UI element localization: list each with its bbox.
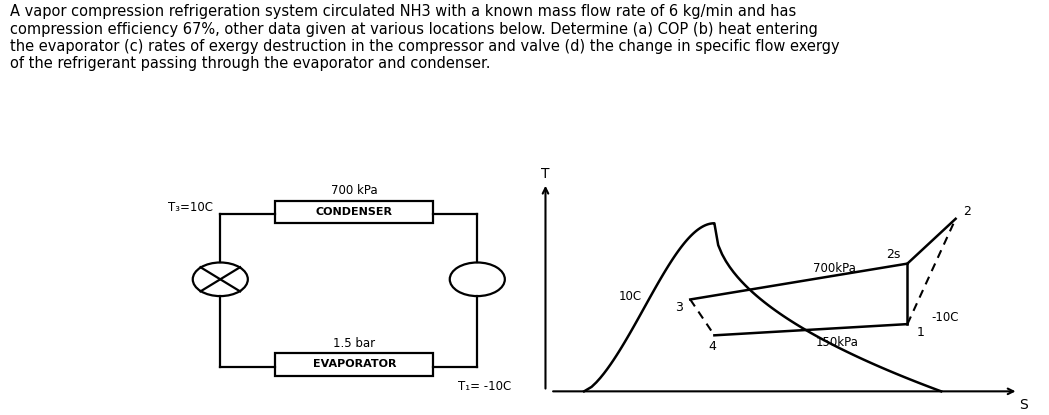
Text: 2: 2 — [963, 205, 970, 217]
Text: -10C: -10C — [932, 311, 959, 324]
Text: 700 kPa: 700 kPa — [331, 185, 378, 198]
Circle shape — [450, 262, 505, 296]
Text: T₁= -10C: T₁= -10C — [458, 380, 511, 393]
Text: T: T — [541, 167, 550, 181]
Text: 1.5 bar: 1.5 bar — [334, 337, 376, 350]
Bar — [275, 353, 433, 376]
Circle shape — [193, 262, 248, 296]
Text: EVAPORATOR: EVAPORATOR — [313, 359, 397, 369]
Text: 150kPa: 150kPa — [816, 337, 858, 349]
Text: T₃=10C: T₃=10C — [168, 201, 213, 214]
Text: 1: 1 — [917, 326, 925, 339]
Text: 2s: 2s — [885, 248, 900, 261]
Bar — [275, 201, 433, 223]
Text: 10C: 10C — [619, 290, 642, 303]
Text: CONDENSER: CONDENSER — [316, 207, 392, 217]
Text: 4: 4 — [708, 340, 715, 353]
Text: A vapor compression refrigeration system circulated NH3 with a known mass flow r: A vapor compression refrigeration system… — [10, 4, 840, 71]
Text: 700kPa: 700kPa — [813, 262, 856, 275]
Text: S: S — [1019, 398, 1028, 412]
Text: 3: 3 — [676, 300, 683, 314]
